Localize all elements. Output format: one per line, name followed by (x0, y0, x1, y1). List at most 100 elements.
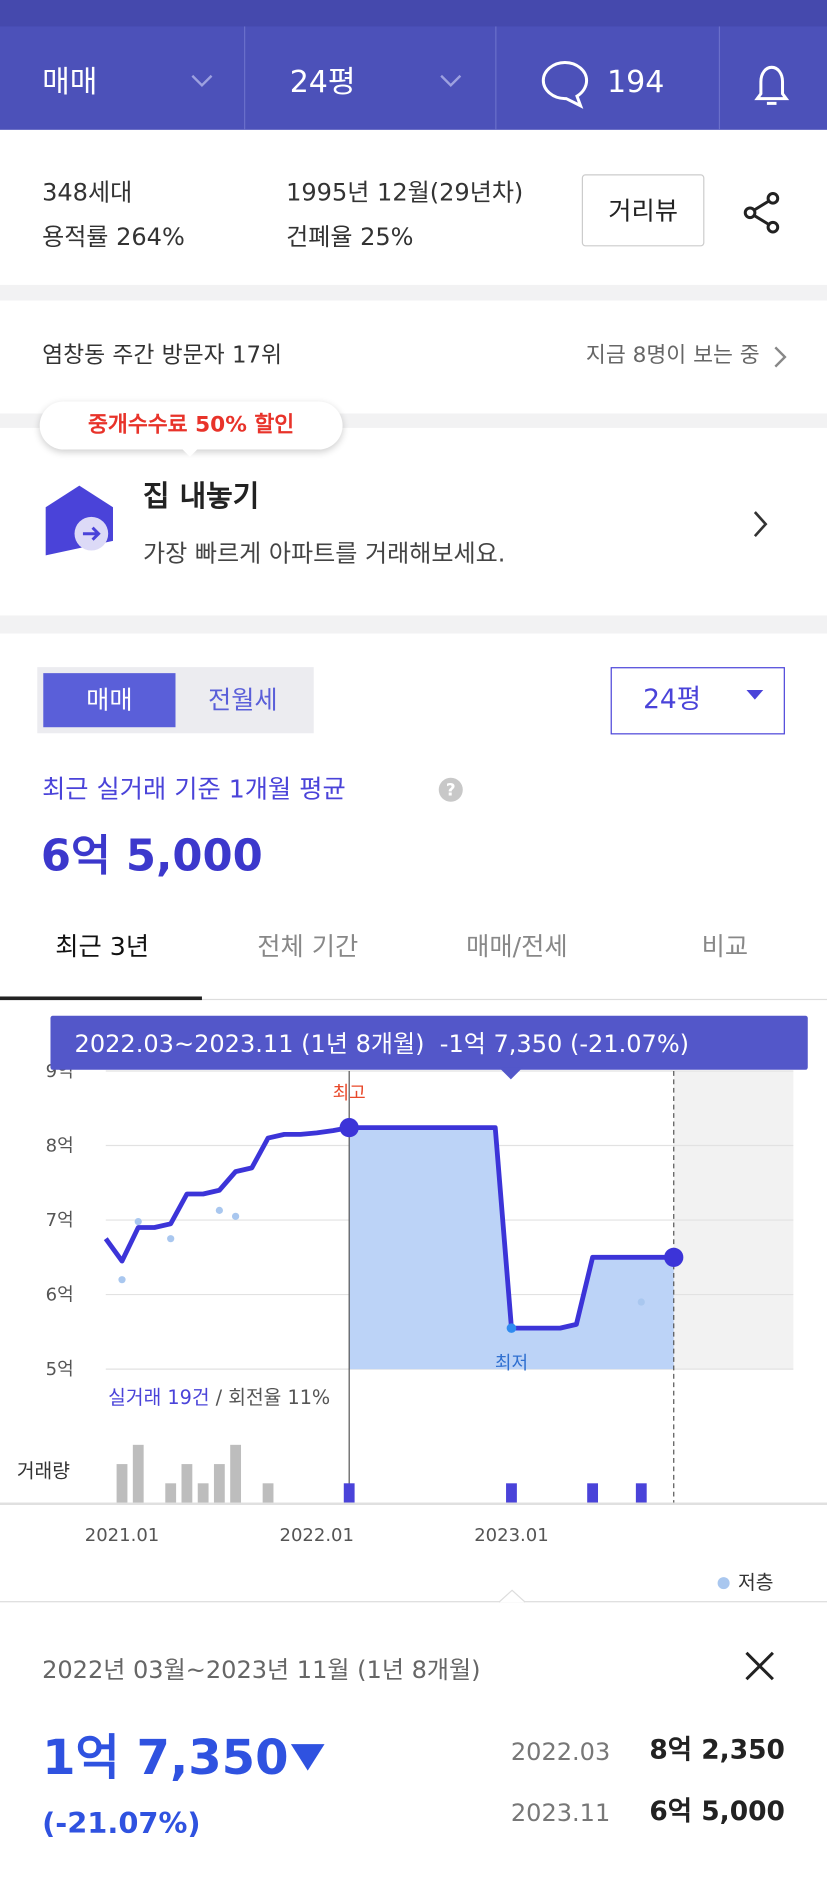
summary-date: 2023.11 (510, 1798, 611, 1828)
built-year: 1995년 12월(29년차) (286, 177, 524, 207)
toggle-selected[interactable] (43, 673, 176, 728)
listing-title[interactable]: 집 내놓기 (143, 479, 260, 514)
divider (718, 26, 721, 130)
volume-bar (116, 1464, 128, 1503)
low-floor-point (134, 1217, 142, 1226)
volume-bar (262, 1483, 274, 1503)
turnover: / 회전율 11% (215, 1385, 331, 1409)
house-icon (45, 485, 113, 556)
sheet-notch (498, 1589, 526, 1603)
range-start-point (339, 1118, 359, 1138)
volume-bar (181, 1464, 193, 1503)
chevron[interactable] (748, 507, 772, 541)
tab[interactable]: 전체 기간 (257, 932, 359, 962)
divider (495, 26, 497, 130)
size-dropdown-label: 24평 (643, 685, 702, 716)
summary-change-pct: (-21.07%) (42, 1806, 201, 1841)
section-gap (0, 615, 827, 634)
y-tick-label: 5억 (46, 1359, 74, 1380)
summary-price: 6억 5,000 (649, 1797, 785, 1828)
min-label: 최저 (495, 1353, 528, 1374)
tab-line (0, 998, 827, 1001)
x-tick-label: 2023.01 (474, 1525, 548, 1546)
volume-bar (165, 1483, 177, 1503)
header-icons (191, 61, 790, 109)
floor-area-ratio: 용적률 264% (42, 222, 185, 252)
tab[interactable]: 매매/전세 (466, 932, 568, 962)
volume-bar (132, 1444, 144, 1503)
max-label: 최고 (333, 1083, 366, 1104)
toggle-option[interactable]: 전월세 (207, 685, 278, 715)
trades: 실거래 19건 (108, 1385, 210, 1409)
chevron (191, 74, 213, 88)
dropdown-arrow (746, 689, 764, 700)
watching-now[interactable]: 지금 8명이 보는 중 (585, 342, 760, 368)
bell-icon[interactable] (754, 65, 790, 105)
sheet-border (0, 1601, 827, 1603)
tab[interactable]: 최근 3년 (55, 932, 150, 962)
tab[interactable]: 비교 (701, 932, 749, 962)
households: 348세대 (42, 177, 133, 207)
summary-change: 1억 7,350 (42, 1730, 289, 1787)
comment-icon[interactable] (541, 61, 589, 109)
chevron (774, 346, 787, 368)
visitor-rank: 염창동 주간 방문자 17위 (42, 341, 283, 369)
tooltip (50, 1015, 808, 1070)
toggle-option[interactable]: 매매 (86, 685, 133, 715)
size-dropdown[interactable] (610, 667, 785, 735)
tab-underline (0, 996, 202, 1001)
size-select[interactable]: 24평 (289, 64, 356, 100)
coverage-ratio: 건폐율 25% (286, 222, 414, 252)
svg-text:?: ? (446, 780, 456, 800)
min-point (506, 1323, 517, 1333)
volume-bar (635, 1483, 647, 1503)
comment-count[interactable]: 194 (607, 64, 665, 100)
badge (39, 401, 343, 450)
status-strip (0, 0, 827, 27)
summary-period: 2022년 03월~2023년 11월 (1년 8개월) (42, 1655, 481, 1685)
share-icon[interactable] (739, 189, 787, 237)
range-end-point (664, 1247, 684, 1267)
listing-subtitle: 가장 빠르게 아파트를 거래해보세요. (143, 538, 506, 568)
x-tick-label: 2022.01 (279, 1525, 354, 1546)
chevron (440, 74, 462, 88)
y-tick-label: 8억 (46, 1136, 74, 1157)
volume-bar (197, 1483, 209, 1503)
street-view-button[interactable] (581, 174, 705, 247)
legend-entry: 저층 (738, 1571, 774, 1594)
tooltip-pointer (498, 1067, 523, 1080)
deal-type[interactable]: 매매 (42, 64, 98, 100)
summary-date: 2022.03 (510, 1736, 611, 1766)
y-tick-label: 7억 (46, 1210, 74, 1231)
low-floor-point (231, 1212, 240, 1220)
down-arrow (290, 1744, 325, 1771)
average-caption: 최근 실거래 기준 1개월 평균 (42, 774, 346, 804)
summary-price: 8억 2,350 (649, 1735, 785, 1766)
range-area (349, 1127, 674, 1370)
divider (244, 26, 246, 130)
tooltip-text: 2022.03~2023.11 (1년 8개월) -1억 7,350 (-21.… (74, 1028, 690, 1058)
volume-bar (343, 1483, 355, 1503)
y-tick-label: 6억 (46, 1285, 74, 1306)
help-icon[interactable]: ? (438, 777, 467, 806)
volume-bar (587, 1483, 599, 1503)
close-icon[interactable] (743, 1649, 777, 1683)
section-gap (0, 284, 827, 301)
street-view-label: 거리뷰 (608, 196, 678, 226)
low-floor-point (167, 1235, 175, 1243)
x-tick-label: 2021.01 (85, 1525, 160, 1546)
legend-dot (717, 1577, 730, 1590)
low-floor-point (215, 1206, 223, 1214)
trade-count: 실거래 19건 / 회전율 11% (108, 1388, 330, 1407)
low-floor-point (637, 1298, 645, 1306)
volume-bar (230, 1444, 242, 1503)
volume-bar (506, 1483, 517, 1503)
badge-pointer (177, 444, 202, 457)
volume-bar (213, 1464, 225, 1503)
volume-label: 거래량 (16, 1459, 70, 1483)
low-floor-point (118, 1276, 126, 1284)
price-line (103, 1125, 674, 1331)
